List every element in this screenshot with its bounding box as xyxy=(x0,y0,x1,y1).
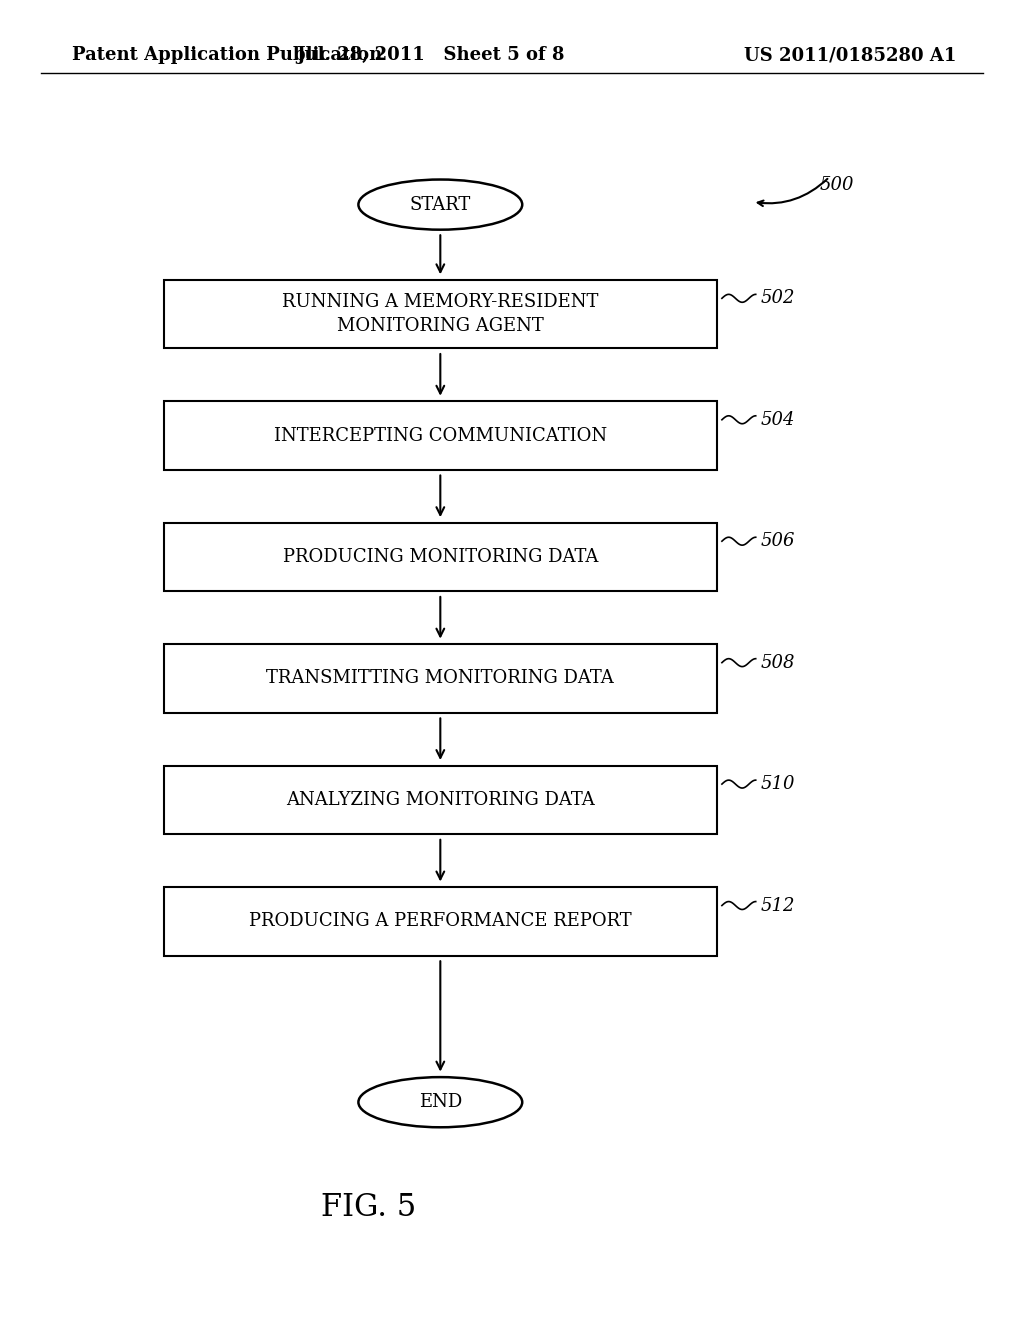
Text: ANALYZING MONITORING DATA: ANALYZING MONITORING DATA xyxy=(286,791,595,809)
Text: PRODUCING MONITORING DATA: PRODUCING MONITORING DATA xyxy=(283,548,598,566)
FancyBboxPatch shape xyxy=(164,644,717,713)
Ellipse shape xyxy=(358,1077,522,1127)
Text: INTERCEPTING COMMUNICATION: INTERCEPTING COMMUNICATION xyxy=(273,426,607,445)
Text: 510: 510 xyxy=(761,775,796,793)
FancyBboxPatch shape xyxy=(164,766,717,834)
Text: FIG. 5: FIG. 5 xyxy=(321,1192,417,1224)
Text: 500: 500 xyxy=(819,176,854,194)
Text: PRODUCING A PERFORMANCE REPORT: PRODUCING A PERFORMANCE REPORT xyxy=(249,912,632,931)
Text: TRANSMITTING MONITORING DATA: TRANSMITTING MONITORING DATA xyxy=(266,669,614,688)
Text: 506: 506 xyxy=(761,532,796,550)
Text: 504: 504 xyxy=(761,411,796,429)
FancyBboxPatch shape xyxy=(164,280,717,348)
Text: RUNNING A MEMORY-RESIDENT
MONITORING AGENT: RUNNING A MEMORY-RESIDENT MONITORING AGE… xyxy=(283,293,598,335)
FancyBboxPatch shape xyxy=(164,523,717,591)
Text: START: START xyxy=(410,195,471,214)
Text: 512: 512 xyxy=(761,896,796,915)
Ellipse shape xyxy=(358,180,522,230)
Text: END: END xyxy=(419,1093,462,1111)
Text: US 2011/0185280 A1: US 2011/0185280 A1 xyxy=(743,46,956,65)
Text: Jul. 28, 2011   Sheet 5 of 8: Jul. 28, 2011 Sheet 5 of 8 xyxy=(296,46,564,65)
FancyBboxPatch shape xyxy=(164,887,717,956)
FancyBboxPatch shape xyxy=(164,401,717,470)
Text: 508: 508 xyxy=(761,653,796,672)
Text: 502: 502 xyxy=(761,289,796,308)
Text: Patent Application Publication: Patent Application Publication xyxy=(72,46,382,65)
